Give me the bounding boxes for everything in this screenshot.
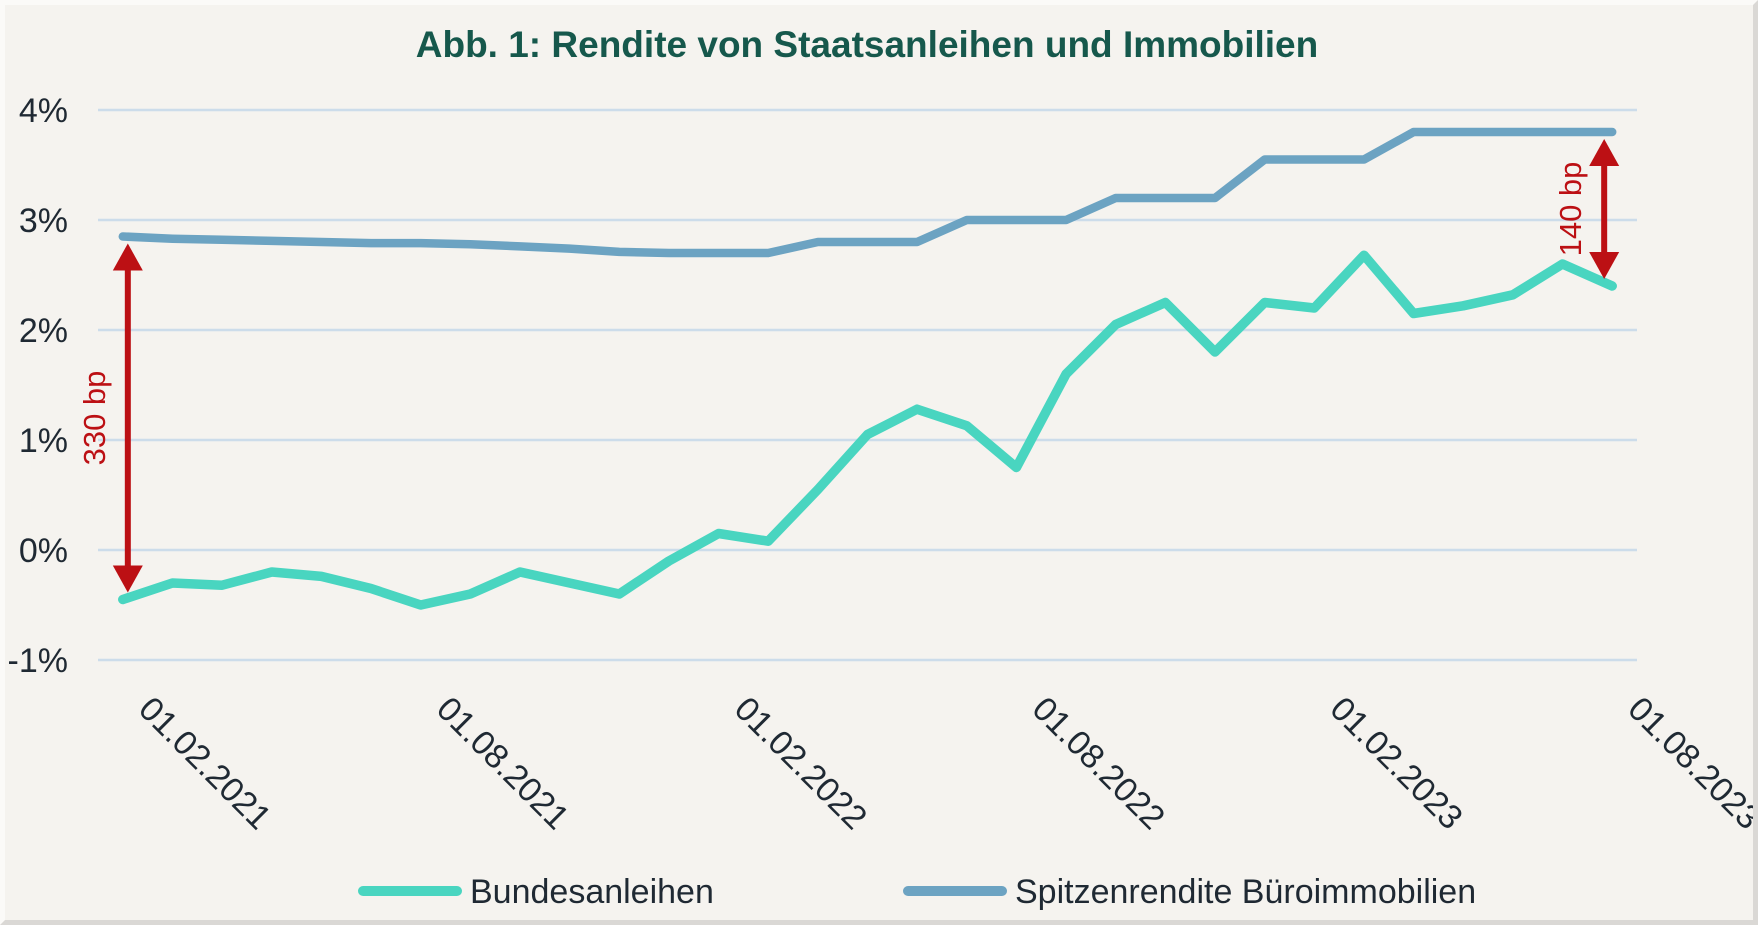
legend-label-bundesanleihen: Bundesanleihen — [470, 873, 714, 911]
annotation-label: 140 bp — [1553, 162, 1588, 257]
legend-label-spitzenrendite: Spitzenrendite Büroimmobilien — [1015, 873, 1476, 911]
office-series-line — [118, 127, 1617, 258]
y-axis-tick-label: 0% — [19, 532, 68, 570]
y-axis-tick-label: 2% — [19, 312, 68, 350]
arrow-head-down — [112, 565, 143, 593]
y-axis-tick-labels: 4% 3% 2% 1% 0% -1% — [8, 92, 68, 680]
chart-canvas: Abb. 1: Rendite von Staatsanleihen und I… — [8, 24, 1753, 911]
spread-annotations: 330 bp 140 bp — [77, 139, 1620, 593]
legend: Bundesanleihen Spitzenrendite Büroimmobi… — [358, 873, 1476, 911]
gridlines — [98, 108, 1637, 662]
y-axis-tick-label: 3% — [19, 202, 68, 240]
arrow-head-up — [1589, 139, 1620, 166]
annotation-arrow-330bp: 330 bp — [77, 243, 143, 593]
arrow-head-down — [1589, 252, 1620, 279]
x-axis-tick-label: 01.02.2023 — [1323, 690, 1470, 837]
x-axis-tick-label: 01.08.2022 — [1025, 690, 1172, 837]
bonds-series-line — [118, 250, 1617, 610]
annotation-label: 330 bp — [77, 371, 112, 466]
x-axis-tick-label: 01.02.2022 — [727, 690, 874, 837]
chart-title: Abb. 1: Rendite von Staatsanleihen und I… — [416, 24, 1319, 65]
arrow-head-up — [112, 243, 143, 271]
y-axis-tick-label: 4% — [19, 92, 68, 130]
annotation-arrow-140bp: 140 bp — [1553, 139, 1620, 279]
data-series — [118, 127, 1617, 610]
x-axis-tick-label: 01.02.2021 — [131, 690, 278, 837]
x-axis-tick-label: 01.08.2023 — [1621, 690, 1753, 837]
x-axis-tick-labels: 01.02.2021 01.08.2021 01.02.2022 01.08.2022… — [131, 690, 1753, 837]
y-axis-tick-label: 1% — [19, 422, 68, 460]
x-axis-tick-label: 01.08.2021 — [429, 690, 576, 837]
y-axis-tick-label: -1% — [8, 642, 68, 680]
